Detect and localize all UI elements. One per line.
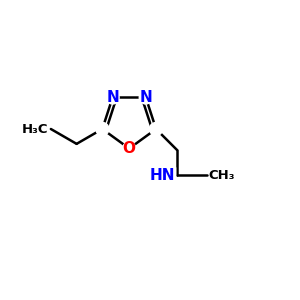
Text: HN: HN [150, 168, 176, 183]
Circle shape [139, 91, 152, 104]
Circle shape [106, 91, 119, 104]
Text: H₃C: H₃C [22, 122, 49, 136]
Circle shape [149, 122, 163, 136]
Text: N: N [140, 90, 152, 105]
Text: N: N [106, 90, 119, 105]
Circle shape [123, 142, 136, 155]
Text: CH₃: CH₃ [208, 169, 235, 182]
Text: O: O [123, 141, 136, 156]
Circle shape [96, 122, 109, 136]
